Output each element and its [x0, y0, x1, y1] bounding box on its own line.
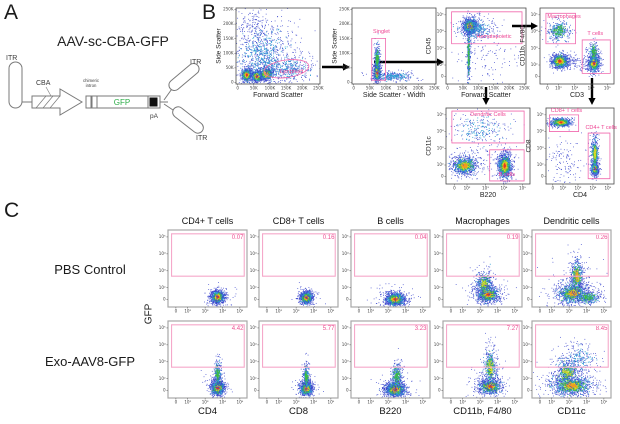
y-axis-label-cd45-fsc: CD45 [425, 37, 433, 55]
itr-left-hairpin [8, 61, 23, 109]
chimeric-intron-label-2: intron [86, 83, 97, 88]
itr-bottom-right-hairpin [172, 106, 204, 134]
x-axis-label-cd11c-b220: B220 [479, 192, 497, 199]
percentage-label: 0.26 [595, 235, 608, 242]
gating-arrow-head [588, 98, 596, 105]
column-header-2: CD8+ T cells [272, 216, 325, 226]
c-x-axis-label-4: CD11b, F4/80 [453, 406, 512, 417]
gate-label-b-cells: B cells [498, 172, 515, 179]
itr-bottom-right-label: ITR [196, 135, 207, 142]
construct-diagram: ITR CBA chimeric intron GFP pA [6, 55, 207, 142]
y-axis-label-ssc-sscw: Side Scatter [331, 28, 339, 64]
itr-left-label: ITR [6, 55, 17, 62]
gate-label-hematopoietic: Hematopoietic [476, 34, 512, 41]
row-label-exo-aav8-gfp: Exo-AAV8-GFP [44, 354, 136, 369]
percentage-label: 5.77 [322, 326, 335, 333]
pa-black-block [149, 97, 158, 107]
flow-plot-canvas-cd11b-cd3 [526, 5, 618, 95]
flow-plot-canvas-c-r1-c1 [154, 227, 251, 318]
flow-plot-canvas-c-r2-c1 [154, 318, 251, 409]
flow-plot-canvas-c-r1-c2 [245, 227, 342, 318]
flow-plot-canvas-c-r2-c4 [429, 318, 526, 409]
flow-plot-canvas-ssc-fsc [222, 5, 324, 95]
gating-arrow-head [482, 98, 490, 105]
x-axis-label-cd45-fsc: Forward Scatter [461, 92, 511, 99]
chimeric-intron-label-1: chimeric [83, 78, 100, 83]
x-axis-label-cd8-cd4: CD4 [572, 192, 587, 199]
gate-label-lymphoid: Lymphoid [279, 68, 304, 75]
c-x-axis-label-2: CD8 [288, 406, 308, 417]
gate-label-singlet: Singlet [373, 29, 390, 36]
construct-title: AAV-sc-CBA-GFP [57, 33, 169, 49]
y-axis-label-cd11b-cd3: CD11b, F4/80 [519, 26, 527, 66]
percentage-label: 3.23 [414, 326, 427, 333]
y-axis-label-cd11c-b220: CD11c [425, 136, 433, 156]
flow-plot-canvas-ssc-sscw [338, 5, 440, 95]
panel-a-label: A [4, 1, 19, 24]
y-axis-label-cd8-cd4: CD8 [525, 139, 533, 153]
flow-plot-canvas-c-r2-c2 [245, 318, 342, 409]
chimeric-intron-box [91, 95, 98, 109]
column-header-3: B cells [377, 216, 404, 226]
gate-label-cd8-t-cells: CD8+ T cells [550, 108, 583, 115]
percentage-label: 4.42 [231, 326, 244, 333]
percentage-label: 0.04 [414, 235, 427, 242]
gfp-label: GFP [114, 98, 130, 107]
flow-plot-canvas-cd8-cd4 [532, 105, 618, 195]
cba-hatch [35, 95, 47, 109]
chimeric-intron-box [85, 95, 92, 109]
c-x-axis-label-1: CD4 [197, 406, 217, 417]
gate-label-dendritic-cells: Dendritic Cells [470, 112, 506, 119]
flow-plot-canvas-c-r2-c5 [518, 318, 615, 409]
flow-plot-canvas-cd45-fsc [432, 5, 530, 95]
x-axis-label-ssc-sscw: Side Scatter - Width [362, 92, 426, 99]
x-axis-label-cd11b-cd3: CD3 [569, 92, 584, 99]
cba-promoter-arrow [31, 88, 83, 116]
percentage-label: 7.27 [506, 326, 519, 333]
pa-label: pA [150, 113, 159, 120]
percentage-label: 0.07 [231, 235, 244, 242]
flow-plot-canvas-c-r1-c4 [429, 227, 526, 318]
x-axis-label-ssc-fsc: Forward Scatter [253, 92, 303, 99]
gfp-axis-label: GFP [143, 303, 155, 325]
cba-hatch [49, 95, 61, 109]
percentage-label: 0.16 [322, 235, 335, 242]
panel-b-label: B [202, 1, 217, 24]
cba-label: CBA [36, 80, 51, 87]
c-x-axis-label-5: CD11c [557, 406, 586, 417]
cba-hatch [42, 95, 54, 109]
column-header-1: CD4+ T cells [181, 216, 234, 226]
percentage-label: 0.19 [506, 235, 519, 242]
itr-top-right-hairpin [168, 62, 200, 92]
flow-plot-canvas-cd11c-b220 [432, 105, 534, 195]
row-label-pbs-control: PBS Control [54, 262, 126, 277]
flow-plot-canvas-c-r1-c3 [337, 227, 434, 318]
percentage-label: 8.45 [595, 326, 608, 333]
cba-leader-line [45, 86, 52, 97]
panel-c-label: C [4, 199, 20, 222]
gate-label-macrophages: Macrophages [547, 13, 581, 20]
gate-label-t-cells: T cells [587, 31, 604, 38]
itr-top-right-label: ITR [190, 59, 201, 66]
column-header-5: Dendritic cells [543, 216, 600, 226]
c-x-axis-label-3: B220 [379, 406, 402, 417]
y-axis-label-ssc-fsc: Side Scatter [215, 28, 223, 64]
gate-label-cd4-t-cells: CD4+ T cells [585, 125, 617, 132]
flow-plot-canvas-c-r2-c3 [337, 318, 434, 409]
column-header-4: Macrophages [455, 216, 510, 226]
flow-plot-canvas-c-r1-c5 [518, 227, 615, 318]
